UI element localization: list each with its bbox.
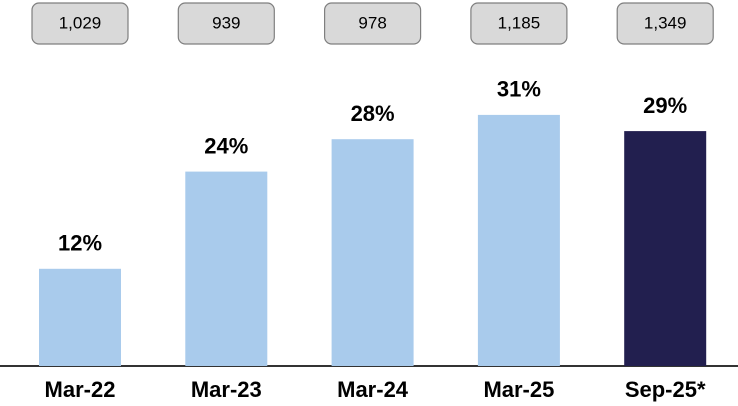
annotation-box [470, 2, 568, 45]
x-tick-label: Mar-24 [337, 377, 409, 402]
annotation: 978 [358, 13, 386, 32]
x-tick-label: Mar-23 [191, 377, 262, 402]
annotation: 1,029 [59, 13, 102, 32]
annotation-box [324, 2, 422, 45]
x-tick-label: Mar-25 [483, 377, 554, 402]
value-label: 12% [58, 231, 102, 256]
value-label: 31% [497, 77, 541, 102]
bar [477, 114, 560, 367]
annotation-box [177, 2, 275, 45]
annotation: 939 [212, 13, 240, 32]
value-label: 28% [351, 101, 395, 126]
value-label: 24% [204, 133, 248, 158]
value-label: 29% [643, 93, 687, 118]
annotation-box [616, 2, 714, 45]
annotation-box [31, 2, 129, 45]
bar [39, 268, 121, 366]
x-tick-label: Mar-22 [45, 377, 116, 402]
annotation: 1,185 [498, 13, 541, 32]
bar [185, 171, 268, 366]
x-tick-label: Sep-25* [625, 377, 706, 402]
bar [624, 131, 707, 366]
annotation: 1,349 [644, 13, 687, 32]
bar [331, 139, 414, 366]
